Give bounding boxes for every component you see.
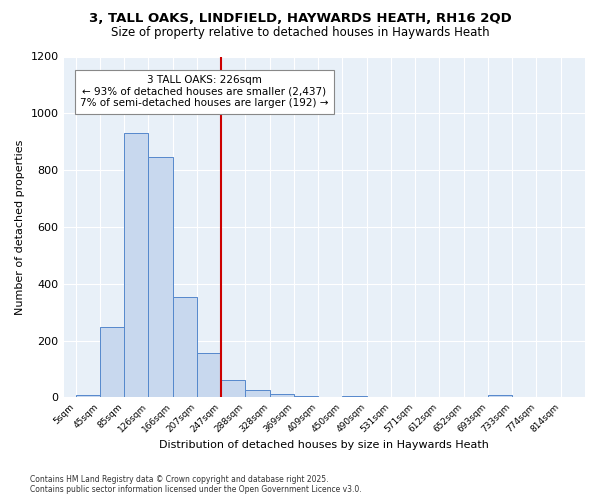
Bar [221,380,245,398]
Bar [269,394,294,398]
Text: Size of property relative to detached houses in Haywards Heath: Size of property relative to detached ho… [110,26,490,39]
Text: 3, TALL OAKS, LINDFIELD, HAYWARDS HEATH, RH16 2QD: 3, TALL OAKS, LINDFIELD, HAYWARDS HEATH,… [89,12,511,26]
X-axis label: Distribution of detached houses by size in Haywards Heath: Distribution of detached houses by size … [160,440,489,450]
Bar [124,133,148,398]
Bar [343,396,367,398]
Bar [148,158,173,398]
Bar [294,396,318,398]
Text: Contains HM Land Registry data © Crown copyright and database right 2025.
Contai: Contains HM Land Registry data © Crown c… [30,474,362,494]
Y-axis label: Number of detached properties: Number of detached properties [15,140,25,314]
Bar [488,394,512,398]
Bar [245,390,269,398]
Bar [100,327,124,398]
Text: 3 TALL OAKS: 226sqm
← 93% of detached houses are smaller (2,437)
7% of semi-deta: 3 TALL OAKS: 226sqm ← 93% of detached ho… [80,76,329,108]
Bar [197,353,221,398]
Bar [173,296,197,398]
Bar [76,395,100,398]
